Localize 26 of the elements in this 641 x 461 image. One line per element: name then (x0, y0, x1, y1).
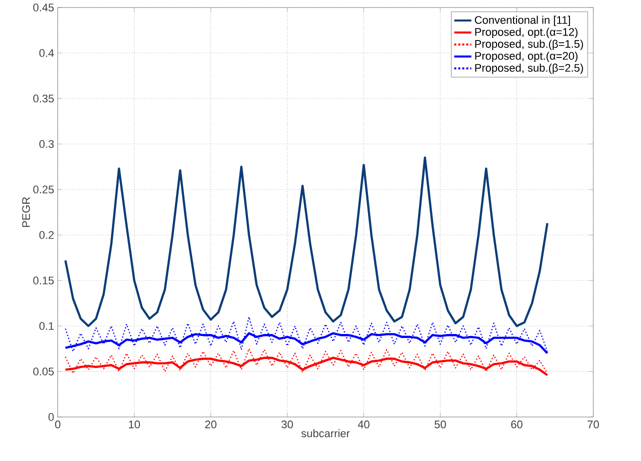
y-tick-label: 0.1 (39, 322, 54, 330)
y-tick-label: 0 (48, 413, 54, 421)
x-tick-label: 40 (358, 420, 370, 428)
legend-label: Proposed, sub.(β=1.5) (475, 40, 583, 50)
x-tick-label: 0 (55, 420, 60, 428)
y-tick-label: 0.45 (33, 4, 54, 12)
legend-label: Proposed, opt.(α=20) (475, 52, 578, 62)
y-tick-label: 0.25 (33, 186, 54, 194)
x-axis-title: subcarrier (301, 429, 350, 438)
y-tick-label: 0.4 (39, 49, 54, 57)
x-tick-label: 60 (511, 420, 522, 428)
x-tick-label: 70 (588, 420, 599, 428)
x-tick-label: 10 (128, 420, 140, 428)
x-tick-label: 20 (205, 420, 216, 428)
y-tick-label: 0.35 (33, 94, 54, 102)
x-tick-label: 50 (434, 420, 446, 428)
legend-label: Proposed, opt.(α=12) (475, 28, 578, 38)
y-tick-label: 0.05 (33, 368, 54, 376)
y-tick-label: 0.2 (39, 231, 54, 239)
y-axis-title: PEGR (22, 197, 30, 227)
y-tick-label: 0.15 (33, 276, 54, 284)
y-tick-label: 0.3 (39, 140, 54, 148)
line-series (64, 156, 548, 328)
legend-label: Conventional in [11] (474, 16, 570, 26)
legend-label: Proposed, sub.(β=2.5) (475, 64, 583, 74)
x-tick-label: 30 (282, 420, 293, 428)
